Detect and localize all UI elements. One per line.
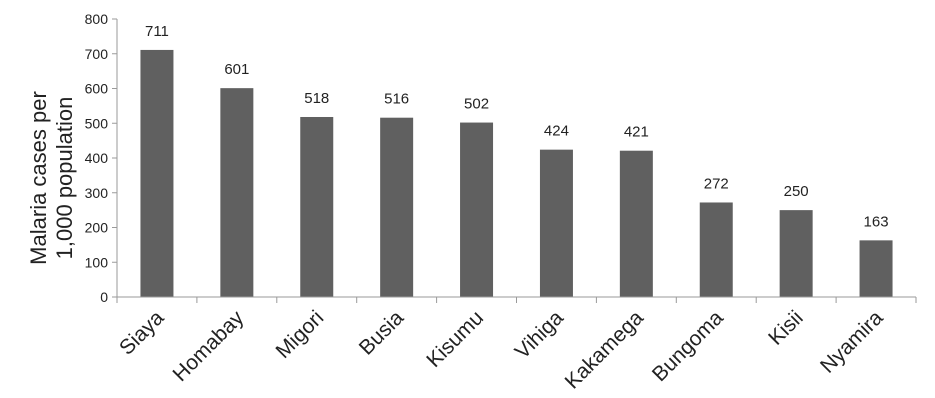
data-label-nyamira: 163 xyxy=(864,213,889,230)
data-label-kakamega: 421 xyxy=(624,124,649,141)
data-label-siaya: 711 xyxy=(145,23,169,40)
y-tick-label: 400 xyxy=(85,150,109,166)
bar-busia xyxy=(380,117,414,297)
y-tick-label: 0 xyxy=(100,289,108,305)
y-tick-label: 600 xyxy=(85,81,109,97)
y-axis-title-line-2: 1,000 population xyxy=(52,97,77,260)
bar-migori xyxy=(300,116,334,298)
bar-kisumu xyxy=(460,122,494,298)
data-label-bungoma: 272 xyxy=(704,175,729,192)
category-label-migori: Migori xyxy=(272,306,329,363)
data-label-vihiga: 424 xyxy=(544,123,569,140)
data-label-kisumu: 502 xyxy=(464,96,489,113)
data-label-kisii: 250 xyxy=(784,183,809,200)
bar-kakamega xyxy=(619,150,653,297)
bars-group xyxy=(140,49,893,298)
bar-siaya xyxy=(140,49,174,297)
bar-kisii xyxy=(779,210,813,297)
y-tick-label: 300 xyxy=(85,185,109,201)
category-label-busia: Busia xyxy=(355,306,409,360)
category-label-homabay: Homabay xyxy=(169,306,249,386)
y-axis-title: Malaria cases per 1,000 population xyxy=(26,91,77,265)
category-label-nyamira: Nyamira xyxy=(816,306,888,378)
y-tick-label: 100 xyxy=(85,254,109,270)
y-tick-label: 800 xyxy=(85,11,109,27)
y-tick-label: 200 xyxy=(85,220,109,236)
category-label-kisii: Kisii xyxy=(764,306,807,349)
bar-bungoma xyxy=(699,202,733,297)
y-axis-ticks: 0 100 200 300 400 500 600 700 800 xyxy=(85,11,117,305)
category-label-kakamega: Kakamega xyxy=(561,306,648,393)
y-tick-label: 500 xyxy=(85,115,109,131)
category-label-kisumu: Kisumu xyxy=(422,306,488,372)
category-labels-group: Siaya Homabay Migori Busia Kisumu VihigaKakam… xyxy=(115,306,888,394)
y-tick-label: 700 xyxy=(85,46,109,62)
y-axis-title-line-1: Malaria cases per xyxy=(26,91,51,265)
category-label-bungoma: Bungoma xyxy=(648,306,728,386)
category-label-siaya: Siaya xyxy=(115,306,169,360)
category-label-vihiga: Vihiga xyxy=(511,306,568,363)
bar-homabay xyxy=(220,88,254,297)
data-label-busia: 516 xyxy=(384,91,409,108)
bar-vihiga xyxy=(539,149,573,297)
bar-nyamira xyxy=(859,240,893,297)
data-labels-group: 711 601 518 516 502 424 421 272 250 163 xyxy=(145,23,889,230)
data-label-migori: 518 xyxy=(304,90,329,107)
x-axis-ticks xyxy=(116,297,917,303)
data-label-homabay: 601 xyxy=(224,61,249,78)
